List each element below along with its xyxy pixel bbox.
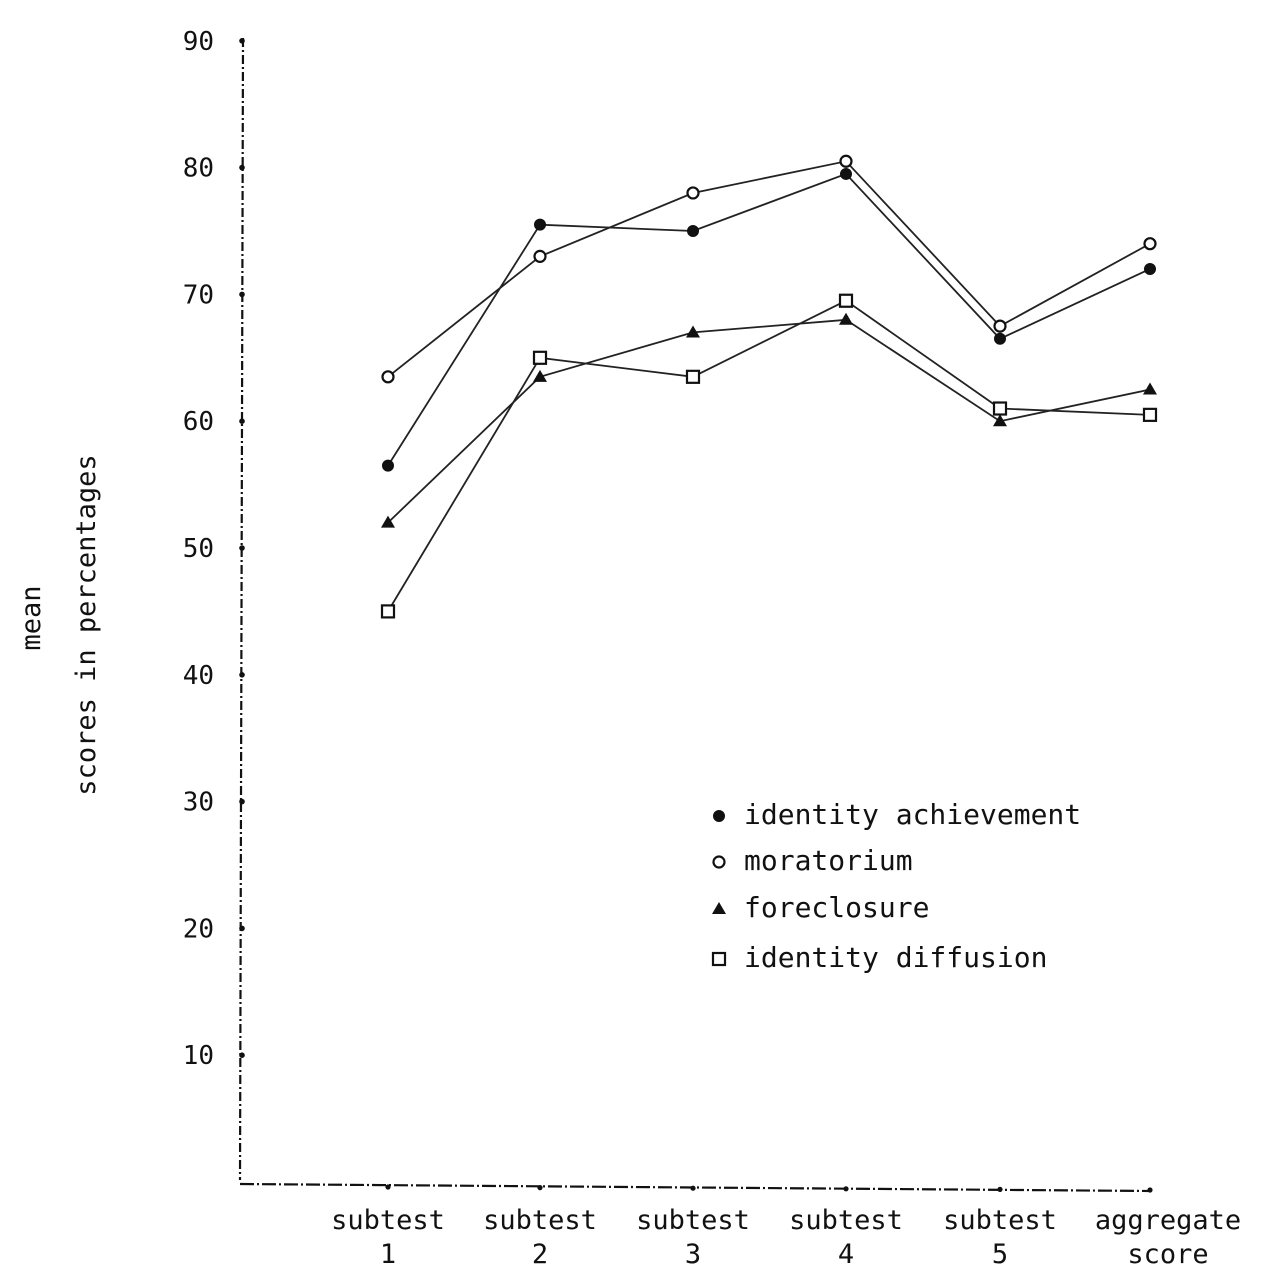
data-point-identity-achievement <box>1144 263 1156 276</box>
series-line-moratorium <box>387 160 1151 378</box>
data-point-moratorium <box>1143 237 1157 251</box>
data-point-foreclosure <box>381 515 395 528</box>
x-tick-label: subtest <box>331 1205 445 1236</box>
y-axis-label-line-1: mean <box>16 585 47 650</box>
y-tick-label: 70 <box>183 280 214 310</box>
y-tick-mark <box>239 545 245 551</box>
data-point-identity-diffusion <box>532 350 548 365</box>
y-tick-mark <box>239 672 245 678</box>
x-tick-label-line-2: 3 <box>685 1239 701 1270</box>
data-point-moratorium <box>381 370 395 384</box>
x-tick-mark <box>997 1186 1003 1192</box>
y-tick-label: 60 <box>183 407 214 437</box>
legend: identity achievement moratorium foreclosur… <box>711 798 1081 974</box>
y-tick-label: 50 <box>183 534 214 564</box>
series-markers <box>380 154 1158 619</box>
y-tick-mark <box>239 925 245 932</box>
legend-label-identity-diffusion: identity diffusion <box>744 941 1047 974</box>
x-tick-mark <box>843 1186 849 1192</box>
y-axis-label: mean scores in percentages <box>16 454 102 795</box>
data-point-moratorium <box>993 319 1007 333</box>
data-point-identity-achievement <box>534 218 546 231</box>
x-tick-label-line-2: score <box>1127 1239 1208 1270</box>
y-tick-mark <box>239 1052 245 1058</box>
data-point-identity-diffusion <box>685 369 701 384</box>
legend-label-moratorium: moratorium <box>744 844 913 877</box>
axes <box>238 37 1151 1193</box>
data-point-moratorium <box>839 154 853 168</box>
y-tick-label: 40 <box>183 661 214 691</box>
data-point-foreclosure <box>839 312 853 325</box>
y-tick-label: 80 <box>183 154 214 184</box>
data-point-identity-diffusion <box>1142 407 1158 422</box>
data-point-foreclosure <box>993 414 1007 427</box>
series-lines <box>387 160 1151 612</box>
x-tick-label: subtest <box>483 1205 597 1236</box>
y-tick-label: 30 <box>183 788 214 818</box>
y-tick-mark <box>239 798 245 805</box>
y-ticks: 10 20 30 40 50 60 70 80 90 <box>183 27 245 1071</box>
x-tick-label: subtest <box>789 1205 903 1236</box>
data-point-identity-diffusion <box>380 604 396 619</box>
data-point-identity-achievement <box>687 225 699 237</box>
legend-marker-identity-diffusion <box>711 951 727 967</box>
series-line-identity-diffusion <box>387 299 1151 612</box>
y-axis-label-line-2: scores in percentages <box>71 454 102 795</box>
data-point-foreclosure <box>686 325 700 338</box>
x-tick-label: subtest <box>636 1205 750 1236</box>
y-tick-label: 10 <box>183 1041 214 1071</box>
y-tick-label: 90 <box>183 27 214 57</box>
x-tick-mark <box>690 1185 696 1191</box>
data-point-identity-diffusion <box>992 401 1008 416</box>
x-tick-label: subtest <box>943 1205 1057 1236</box>
x-tick-label-line-2: 1 <box>380 1239 396 1270</box>
x-tick-label: aggregate <box>1095 1205 1241 1236</box>
data-point-identity-achievement <box>994 332 1006 345</box>
legend-marker-identity-achievement <box>713 810 725 822</box>
data-point-foreclosure <box>1143 382 1157 395</box>
legend-marker-foreclosure <box>712 902 726 914</box>
y-tick-mark <box>239 164 245 171</box>
y-axis-line <box>238 37 245 1181</box>
x-tick-label-line-2: 4 <box>838 1239 854 1270</box>
x-tick-label-line-2: 5 <box>992 1239 1008 1270</box>
legend-label-identity-achievement: identity achievement <box>744 798 1081 831</box>
data-point-identity-achievement <box>840 167 852 180</box>
x-tick-label-line-2: 2 <box>532 1239 548 1270</box>
data-point-moratorium <box>533 249 547 263</box>
legend-label-foreclosure: foreclosure <box>744 891 929 924</box>
x-ticks: subtest1subtest2subtest3subtest4subtest5… <box>331 1184 1241 1270</box>
series-line-identity-achievement <box>387 172 1151 467</box>
y-tick-mark <box>239 38 245 44</box>
data-point-identity-achievement <box>382 459 394 472</box>
legend-marker-moratorium <box>712 855 726 869</box>
x-tick-mark <box>1147 1187 1153 1193</box>
x-tick-mark <box>537 1185 543 1191</box>
y-tick-mark <box>239 291 245 298</box>
y-tick-mark <box>239 418 245 425</box>
y-tick-label: 20 <box>183 914 214 944</box>
data-point-moratorium <box>686 186 700 200</box>
data-point-foreclosure <box>533 369 547 382</box>
x-tick-mark <box>385 1184 391 1190</box>
data-point-identity-diffusion <box>838 293 854 308</box>
